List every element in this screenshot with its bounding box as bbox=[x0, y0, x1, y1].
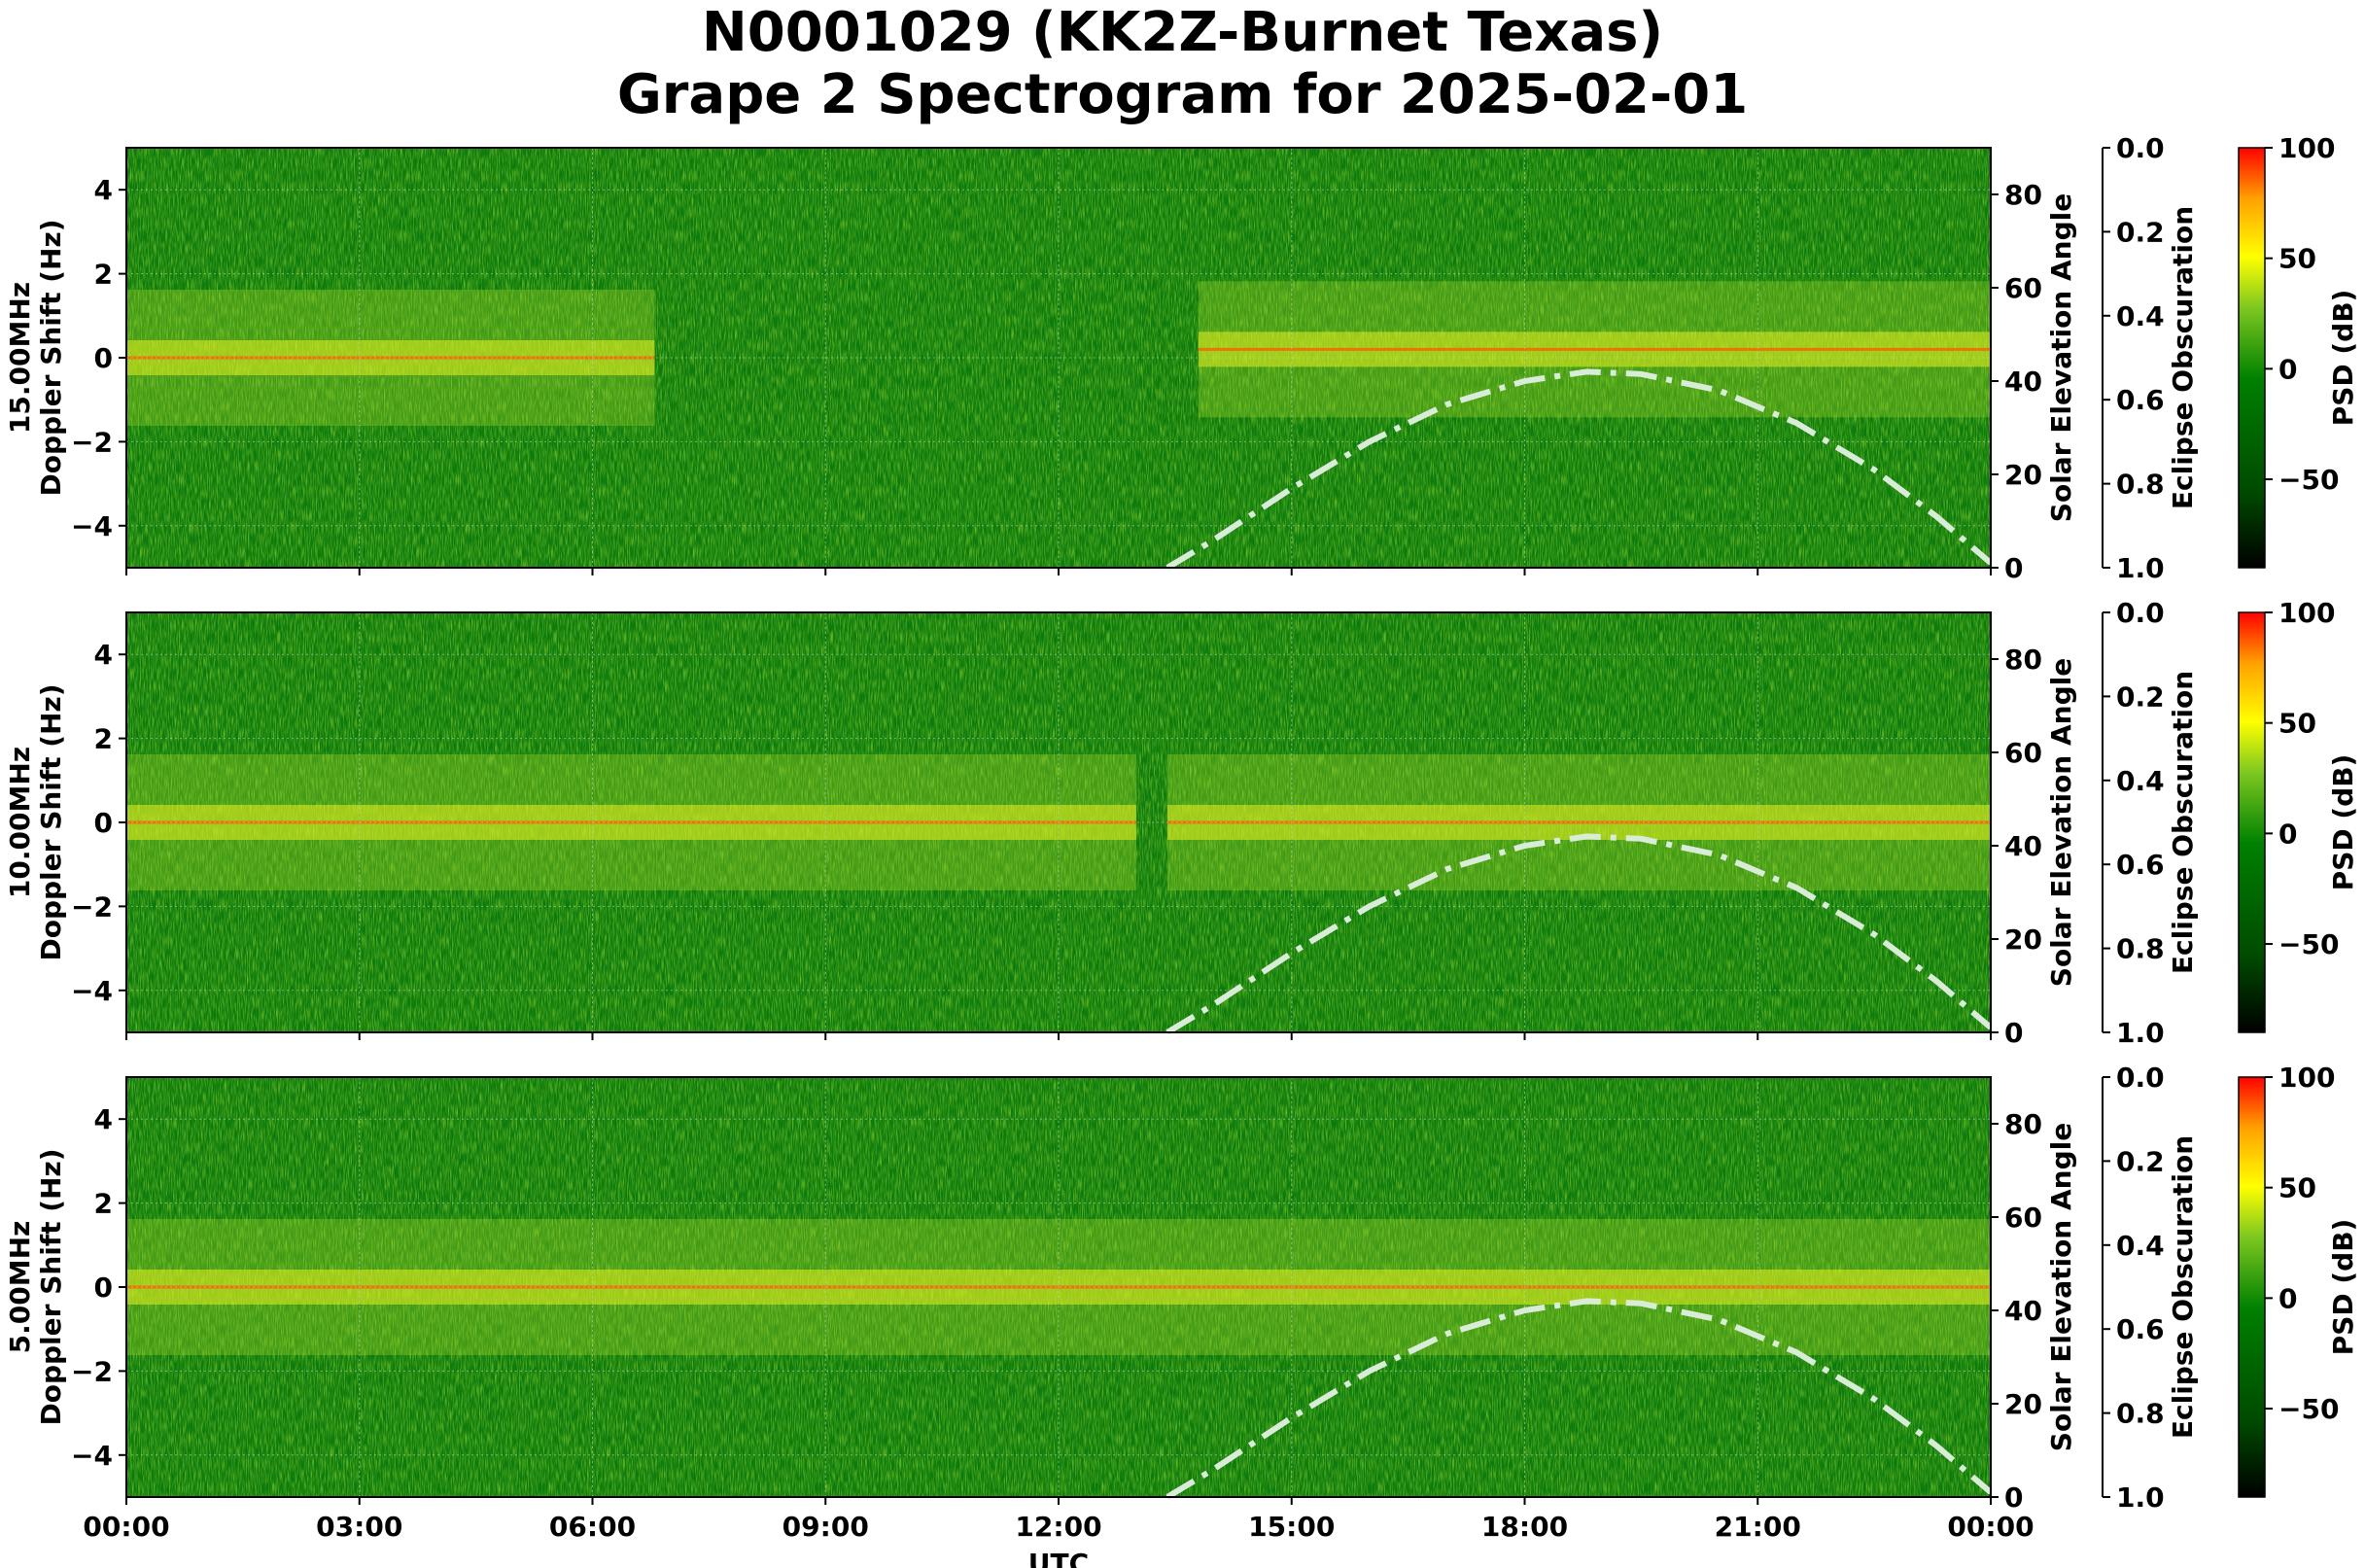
y-tick-label: −4 bbox=[71, 975, 113, 1007]
x-tick-label: 00:00 bbox=[83, 1511, 169, 1543]
colorbar-tick-label: 50 bbox=[2278, 708, 2316, 740]
colorbar-label: PSD (dB) bbox=[2327, 290, 2359, 427]
x-tick-label: 00:00 bbox=[1947, 1511, 2034, 1543]
colorbar bbox=[2238, 611, 2266, 1033]
obscuration-axis-label: Eclipse Obscuration bbox=[2167, 206, 2199, 509]
obscuration-tick-label: 0.8 bbox=[2116, 933, 2165, 965]
solar-tick-label: 40 bbox=[2004, 830, 2042, 862]
y-tick-label: 4 bbox=[94, 174, 113, 206]
solar-tick-label: 0 bbox=[2004, 1017, 2023, 1049]
obscuration-tick-label: 0.8 bbox=[2116, 469, 2165, 501]
y-tick-label: −2 bbox=[71, 890, 113, 923]
obscuration-tick-label: 0.0 bbox=[2116, 1062, 2165, 1094]
colorbar-tick-label: 0 bbox=[2278, 353, 2297, 385]
x-tick-label: 06:00 bbox=[549, 1511, 636, 1543]
obscuration-tick-label: 0.2 bbox=[2116, 1145, 2165, 1177]
obscuration-tick-label: 0.6 bbox=[2116, 849, 2165, 881]
y-tick-label: −4 bbox=[71, 1440, 113, 1472]
solar-tick-label: 80 bbox=[2004, 644, 2042, 676]
x-tick-label: 15:00 bbox=[1248, 1511, 1335, 1543]
solar-tick-label: 20 bbox=[2004, 459, 2042, 491]
solar-elevation-curve bbox=[1165, 1298, 1993, 1500]
obscuration-axis-label: Eclipse Obscuration bbox=[2167, 1135, 2199, 1439]
obscuration-tick-label: 0.0 bbox=[2116, 597, 2165, 629]
solar-tick-label: 80 bbox=[2004, 1108, 2042, 1140]
y-axis-label: Doppler Shift (Hz) bbox=[35, 683, 67, 960]
obscuration-tick-label: 0.6 bbox=[2116, 384, 2165, 416]
colorbar-label: PSD (dB) bbox=[2327, 754, 2359, 891]
x-tick-label: 18:00 bbox=[1481, 1511, 1568, 1543]
obscuration-tick-label: 0.2 bbox=[2116, 216, 2165, 248]
solar-tick-label: 0 bbox=[2004, 552, 2023, 584]
y-axis-frequency-label: 10.00MHz bbox=[4, 747, 36, 898]
colorbar-tick-label: 100 bbox=[2278, 132, 2335, 164]
obscuration-tick-label: 1.0 bbox=[2116, 1017, 2165, 1049]
y-tick-label: 0 bbox=[94, 342, 113, 374]
obscuration-tick-label: 0.6 bbox=[2116, 1313, 2165, 1345]
solar-tick-label: 40 bbox=[2004, 366, 2042, 398]
solar-tick-label: 80 bbox=[2004, 179, 2042, 211]
solar-tick-label: 20 bbox=[2004, 923, 2042, 956]
y-tick-label: 2 bbox=[94, 1188, 113, 1220]
solar-tick-label: 60 bbox=[2004, 272, 2042, 304]
obscuration-tick-label: 0.4 bbox=[2116, 765, 2165, 797]
solar-tick-label: 60 bbox=[2004, 737, 2042, 769]
colorbar-tick-label: −50 bbox=[2278, 1393, 2339, 1425]
obscuration-tick-label: 1.0 bbox=[2116, 1481, 2165, 1514]
y-axis-label: Doppler Shift (Hz) bbox=[35, 1148, 67, 1425]
y-tick-label: 0 bbox=[94, 1272, 113, 1304]
colorbar-tick-label: 100 bbox=[2278, 1062, 2335, 1094]
solar-tick-label: 60 bbox=[2004, 1202, 2042, 1234]
x-axis-label: UTC bbox=[1028, 1548, 1089, 1568]
solar-tick-label: 0 bbox=[2004, 1481, 2023, 1514]
y-axis-frequency-label: 5.00MHz bbox=[4, 1221, 36, 1354]
chart-subtitle: Grape 2 Spectrogram for 2025-02-01 bbox=[616, 63, 1749, 126]
y-tick-label: 0 bbox=[94, 807, 113, 839]
x-tick-label: 21:00 bbox=[1715, 1511, 1801, 1543]
y-tick-label: 2 bbox=[94, 259, 113, 291]
x-tick-label: 09:00 bbox=[783, 1511, 869, 1543]
colorbar-tick-label: 0 bbox=[2278, 818, 2297, 850]
solar-elevation-curve bbox=[1165, 833, 1993, 1035]
solar-axis-label: Solar Elevation Angle bbox=[2045, 658, 2077, 987]
obscuration-tick-label: 0.8 bbox=[2116, 1398, 2165, 1430]
y-tick-label: 4 bbox=[94, 639, 113, 671]
obscuration-tick-label: 1.0 bbox=[2116, 552, 2165, 584]
colorbar-tick-label: 50 bbox=[2278, 1172, 2316, 1204]
y-axis-label: Doppler Shift (Hz) bbox=[35, 219, 67, 496]
x-tick-label: 12:00 bbox=[1015, 1511, 1101, 1543]
colorbar-tick-label: 100 bbox=[2278, 597, 2335, 629]
obscuration-tick-label: 0.2 bbox=[2116, 680, 2165, 713]
y-tick-label: −4 bbox=[71, 510, 113, 542]
solar-axis-label: Solar Elevation Angle bbox=[2045, 1123, 2077, 1451]
solar-axis-label: Solar Elevation Angle bbox=[2045, 193, 2077, 522]
chart-title: N0001029 (KK2Z-Burnet Texas) bbox=[701, 1, 1664, 64]
solar-tick-label: 40 bbox=[2004, 1295, 2042, 1327]
x-tick-label: 03:00 bbox=[316, 1511, 402, 1543]
colorbar-tick-label: 50 bbox=[2278, 243, 2316, 275]
solar-elevation-curve bbox=[1165, 368, 1993, 571]
obscuration-tick-label: 0.4 bbox=[2116, 1230, 2165, 1262]
y-tick-label: 2 bbox=[94, 723, 113, 755]
panel-1: 420−2−410.00MHz Doppler Shift (Hz)8060402… bbox=[4, 597, 2359, 1049]
panel-2: 420−2−45.00MHz Doppler Shift (Hz)80604020… bbox=[4, 1062, 2359, 1514]
colorbar-tick-label: 0 bbox=[2278, 1282, 2297, 1314]
colorbar-tick-label: −50 bbox=[2278, 928, 2339, 960]
obscuration-tick-label: 0.0 bbox=[2116, 132, 2165, 164]
colorbar-tick-label: −50 bbox=[2278, 464, 2339, 496]
panel-0: 420−2−415.00MHz Doppler Shift (Hz)8060402… bbox=[4, 132, 2359, 584]
obscuration-tick-label: 0.4 bbox=[2116, 300, 2165, 332]
obscuration-axis-label: Eclipse Obscuration bbox=[2167, 671, 2199, 974]
colorbar-label: PSD (dB) bbox=[2327, 1219, 2359, 1356]
y-tick-label: −2 bbox=[71, 1355, 113, 1387]
y-axis-frequency-label: 15.00MHz bbox=[4, 282, 36, 434]
solar-tick-label: 20 bbox=[2004, 1388, 2042, 1420]
y-tick-label: 4 bbox=[94, 1103, 113, 1135]
colorbar bbox=[2238, 1076, 2266, 1498]
y-tick-label: −2 bbox=[71, 426, 113, 458]
colorbar bbox=[2238, 147, 2266, 569]
